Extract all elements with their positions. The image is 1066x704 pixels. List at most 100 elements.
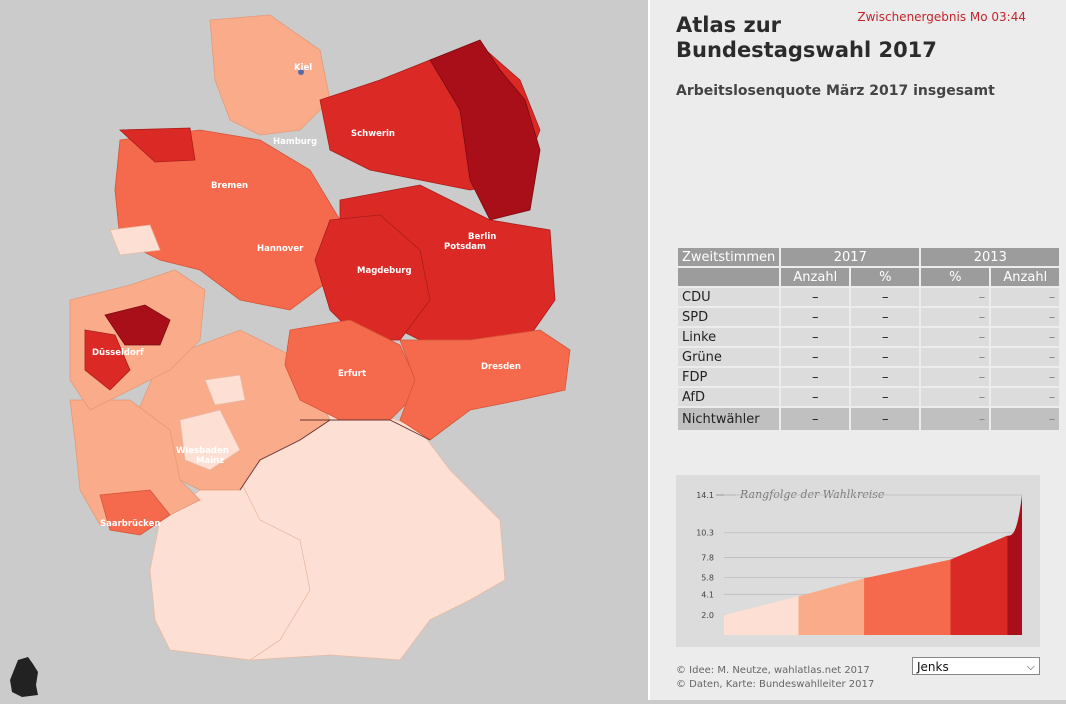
year-2013-header: 2013 (921, 248, 1060, 266)
region-ostfriesland[interactable] (119, 127, 196, 163)
city-marker (298, 69, 304, 75)
rank-chart-title: Rangfolge der Wahlkreise (739, 488, 885, 501)
city-label: Kiel (294, 63, 312, 73)
value-cell: – (991, 368, 1060, 386)
divider (648, 0, 650, 700)
region-rlp[interactable] (69, 399, 201, 526)
party-label: AfD (678, 388, 780, 406)
value-cell: – (921, 408, 990, 430)
table-row: Nichtwähler – – – – (678, 408, 1060, 430)
germany-map-svg[interactable]: Kiel Hamburg Schwerin Bremen Hannover Be… (0, 0, 648, 700)
city-labels: Kiel Hamburg Schwerin Bremen Hannover Be… (92, 63, 521, 529)
city-label: Mainz (196, 456, 224, 466)
city-label: Saarbrücken (100, 519, 160, 529)
region-vorpommern[interactable] (429, 39, 541, 221)
rank-class-band[interactable] (798, 578, 865, 635)
value-cell: – (781, 388, 850, 406)
city-label: Düsseldorf (92, 348, 144, 358)
rank-class-band[interactable] (950, 535, 1008, 635)
col-label: Zweitstimmen (678, 248, 780, 266)
table-row: Grüne – – – – (678, 348, 1060, 366)
city-label: Bremen (211, 181, 248, 191)
value-cell: – (851, 348, 920, 366)
table-row: AfD – – – – (678, 388, 1060, 406)
region-frankfurt[interactable] (179, 409, 241, 471)
empty-header-cell (678, 268, 780, 286)
value-cell: – (991, 308, 1060, 326)
value-cell: – (991, 328, 1060, 346)
credit-idea: © Idee: M. Neutze, wahlatlas.net 2017 (676, 665, 870, 676)
value-cell: – (851, 328, 920, 346)
region-sh[interactable] (209, 14, 331, 136)
rank-class-band[interactable] (864, 559, 951, 635)
y-tick-label: 7.8 (701, 554, 714, 563)
value-cell: – (921, 308, 990, 326)
table-row: FDP – – – – (678, 368, 1060, 386)
title-line-1: Atlas zur (676, 13, 781, 37)
rank-class-band[interactable] (1007, 495, 1022, 635)
value-cell: – (851, 408, 920, 430)
value-cell: – (781, 368, 850, 386)
city-label: Magdeburg (357, 266, 412, 276)
y-tick-label: 14.1 (696, 491, 714, 500)
sub-header-anzahl: Anzahl (991, 268, 1060, 286)
value-cell: – (991, 348, 1060, 366)
value-cell: – (781, 328, 850, 346)
value-cell: – (851, 368, 920, 386)
city-label: Erfurt (338, 369, 366, 379)
state-borders (239, 419, 331, 491)
value-cell: – (921, 328, 990, 346)
y-tick-label: 10.3 (696, 529, 714, 538)
city-label: Dresden (481, 362, 521, 372)
results-table: Zweitstimmen 2017 2013 Anzahl % % Anzahl… (676, 246, 1061, 432)
select-value: Jenks (917, 660, 949, 674)
region-muenster[interactable] (109, 224, 161, 256)
map-subtitle: Arbeitslosenquote März 2017 insgesamt (676, 83, 995, 99)
status-text: Zwischenergebnis Mo 03:44 (857, 10, 1026, 24)
title-line-2: Bundestagswahl 2017 (676, 38, 937, 62)
page-title: Atlas zur Bundestagswahl 2017 (676, 13, 937, 63)
year-2017-header: 2017 (781, 248, 920, 266)
rank-chart-svg[interactable]: Rangfolge der Wahlkreise 14.1 10.3 7.8 5.8 4… (676, 475, 1040, 647)
value-cell: – (851, 388, 920, 406)
city-label: Hamburg (273, 137, 317, 147)
party-label: Nichtwähler (678, 408, 780, 430)
value-cell: – (991, 288, 1060, 306)
region-duesseldorf[interactable] (84, 329, 131, 391)
election-map[interactable]: Kiel Hamburg Schwerin Bremen Hannover Be… (0, 0, 648, 700)
info-panel: Atlas zur Bundestagswahl 2017 Zwischener… (650, 0, 1066, 700)
table-row: Linke – – – – (678, 328, 1060, 346)
table-row: CDU – – – – (678, 288, 1060, 306)
table-row: SPD – – – – (678, 308, 1060, 326)
city-label: Wiesbaden (176, 446, 229, 456)
sub-header-pct: % (921, 268, 990, 286)
region-sachsen[interactable] (399, 329, 571, 441)
party-label: Grüne (678, 348, 780, 366)
rank-class-band[interactable] (724, 596, 799, 635)
footer-credits: © Idee: M. Neutze, wahlatlas.net 2017 © … (676, 664, 874, 692)
value-cell: – (781, 348, 850, 366)
chevron-down-icon: ⌵ (1026, 660, 1035, 673)
region-ruhr[interactable] (104, 304, 171, 346)
value-cell: – (921, 348, 990, 366)
rank-chart[interactable]: Rangfolge der Wahlkreise 14.1 10.3 7.8 5.8 4… (676, 475, 1040, 647)
value-cell: – (921, 368, 990, 386)
city-label: Potsdam (444, 242, 486, 252)
city-label: Hannover (257, 244, 304, 254)
state-borders (300, 419, 431, 441)
city-label: Berlin (468, 232, 496, 242)
classification-select[interactable]: Jenks ⌵ (912, 657, 1040, 675)
value-cell: – (991, 408, 1060, 430)
germany-thumbnail-icon[interactable] (10, 657, 38, 697)
city-label: Schwerin (351, 129, 395, 139)
region-saar[interactable] (99, 489, 171, 536)
party-label: SPD (678, 308, 780, 326)
y-tick-label: 4.1 (701, 590, 714, 599)
value-cell: – (991, 388, 1060, 406)
value-cell: – (851, 288, 920, 306)
sub-header-pct: % (851, 268, 920, 286)
value-cell: – (851, 308, 920, 326)
y-tick-label: 5.8 (701, 573, 714, 582)
y-tick-label: 2.0 (701, 611, 714, 620)
region-kassel[interactable] (204, 374, 246, 406)
